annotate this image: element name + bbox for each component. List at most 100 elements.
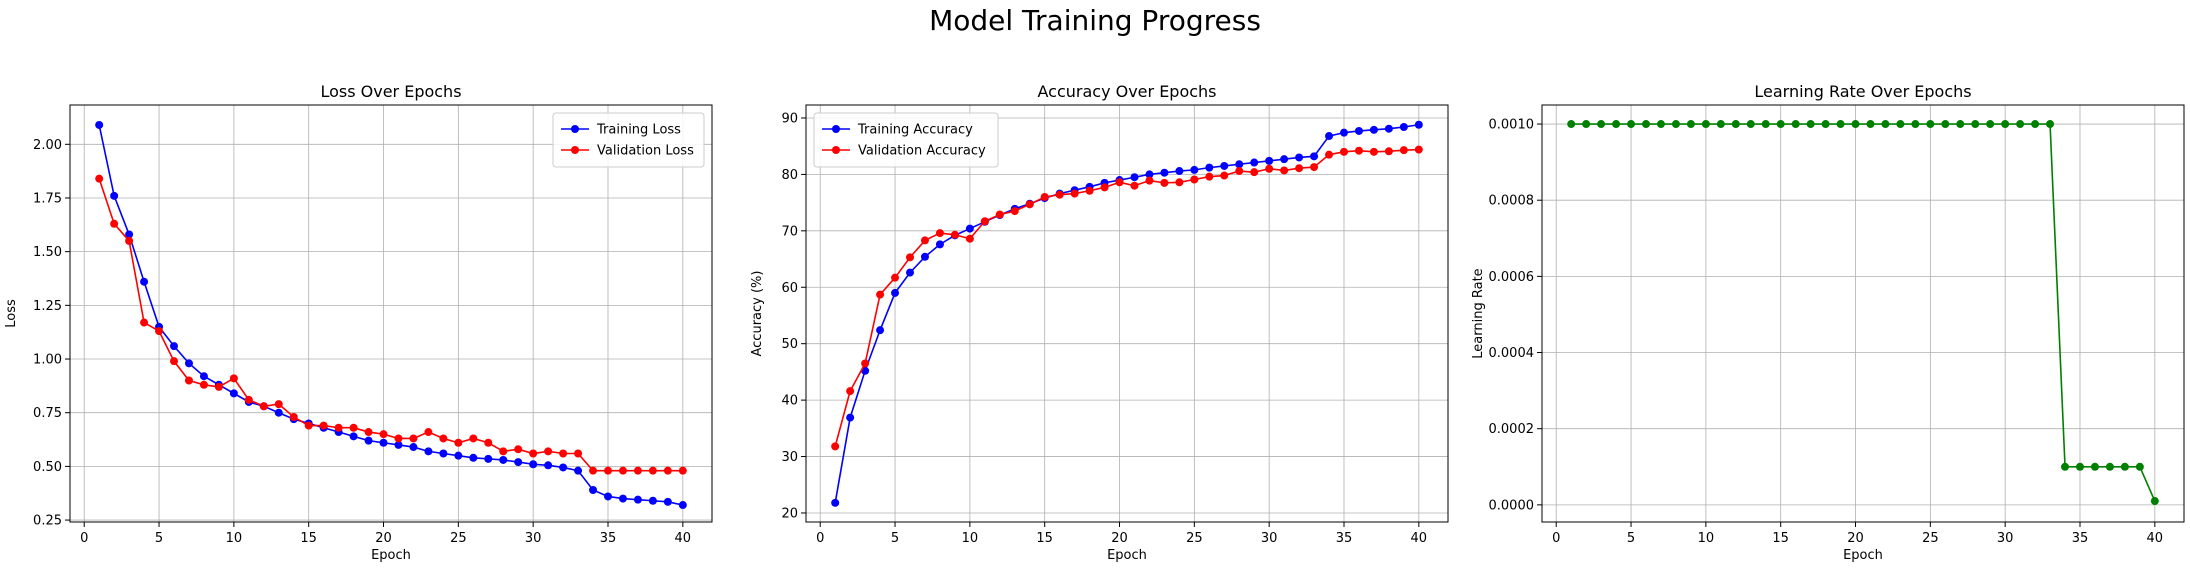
validation-loss-point <box>559 449 568 458</box>
validation-loss-point <box>514 445 523 454</box>
series-point <box>2135 462 2144 471</box>
x-tick-label: 0 <box>816 531 824 546</box>
validation-accuracy-point <box>1190 175 1199 184</box>
training-accuracy-point <box>1190 165 1199 174</box>
x-tick-label: 5 <box>155 531 163 546</box>
y-tick-label: 0.0008 <box>1489 194 1535 209</box>
y-tick-label: 0.75 <box>33 406 62 421</box>
training-accuracy-point <box>1235 160 1244 169</box>
validation-loss-point <box>364 428 373 437</box>
training-accuracy-line <box>834 123 1419 503</box>
validation-accuracy-point <box>846 387 855 396</box>
training-loss-point <box>95 120 104 129</box>
validation-accuracy-point <box>876 290 885 299</box>
validation-loss-point <box>618 466 627 475</box>
validation-loss-point <box>529 449 538 458</box>
legend-label: Validation Loss <box>597 144 694 159</box>
training-accuracy-point <box>1384 124 1393 133</box>
training-loss-point <box>424 447 433 456</box>
y-tick-label: 0.50 <box>33 460 62 475</box>
y-tick-label: 0.0002 <box>1489 422 1535 437</box>
series-point <box>1956 120 1965 129</box>
series-point <box>2105 462 2114 471</box>
training-loss-point <box>184 359 193 368</box>
x-tick-label: 35 <box>600 531 617 546</box>
series-point <box>1896 120 1905 129</box>
training-loss-point <box>379 438 388 447</box>
series-point <box>1776 120 1785 129</box>
validation-loss-line <box>98 178 683 472</box>
series-point <box>2016 120 2025 129</box>
validation-loss-point <box>424 428 433 437</box>
series-point <box>1761 120 1770 129</box>
y-tick-label: 30 <box>781 450 798 465</box>
legend-label: Training Accuracy <box>857 123 973 138</box>
validation-accuracy-point <box>1235 167 1244 176</box>
training-accuracy-point <box>831 498 840 507</box>
x-tick-label: 30 <box>525 531 542 546</box>
x-tick-label: 30 <box>1261 531 1278 546</box>
validation-accuracy-point <box>1010 207 1019 216</box>
validation-loss-point <box>484 438 493 447</box>
x-tick-label: 0 <box>80 531 88 546</box>
validation-loss-series <box>95 174 687 475</box>
validation-loss-point <box>589 466 598 475</box>
validation-accuracy-point <box>1085 186 1094 195</box>
validation-accuracy-series <box>831 145 1423 451</box>
series-point <box>1597 120 1606 129</box>
training-loss-point <box>170 342 179 351</box>
series-point <box>1836 120 1845 129</box>
training-loss-point <box>454 451 463 460</box>
training-accuracy-point <box>1325 132 1334 141</box>
series-point <box>1731 120 1740 129</box>
x-tick-label: 20 <box>1111 531 1128 546</box>
y-tick-label: 1.25 <box>33 299 62 314</box>
x-tick-label: 40 <box>1411 531 1428 546</box>
validation-accuracy-point <box>1369 147 1378 156</box>
validation-accuracy-point <box>1265 164 1274 173</box>
validation-loss-point <box>319 421 328 430</box>
chart1-legend: Training Loss Validation Loss <box>552 112 705 168</box>
training-accuracy-point <box>1354 126 1363 135</box>
validation-accuracy-point <box>1220 171 1229 180</box>
validation-accuracy-point <box>1115 178 1124 187</box>
training-loss-point <box>589 486 598 495</box>
x-tick-label: 10 <box>226 531 243 546</box>
chart3-title: Learning Rate Over Epochs <box>1754 82 1971 101</box>
training-loss-point <box>140 277 149 286</box>
validation-accuracy-point <box>1250 168 1259 177</box>
validation-loss-point <box>603 466 612 475</box>
y-tick-label: 20 <box>781 506 798 521</box>
series-point <box>2090 462 2099 471</box>
series-point <box>2061 462 2070 471</box>
series-point <box>1612 120 1621 129</box>
validation-loss-point <box>349 423 358 432</box>
validation-accuracy-point <box>1295 164 1304 173</box>
training-loss-point <box>514 458 523 467</box>
chart1-title: Loss Over Epochs <box>320 82 461 101</box>
validation-accuracy-point <box>1070 189 1079 198</box>
training-accuracy-point <box>1369 125 1378 134</box>
series-point <box>1821 120 1830 129</box>
chart1-x-axis-label: Epoch <box>371 548 411 563</box>
x-tick-label: 15 <box>1772 531 1789 546</box>
training-loss-point <box>364 436 373 445</box>
validation-loss-point <box>409 434 418 443</box>
chart3-x-axis-label: Epoch <box>1843 548 1883 563</box>
validation-accuracy-point <box>950 230 959 239</box>
validation-loss-point <box>244 395 253 404</box>
training-accuracy-point <box>1414 120 1423 129</box>
validation-loss-point <box>469 434 478 443</box>
validation-accuracy-point <box>1414 145 1423 154</box>
series-point <box>1627 120 1636 129</box>
legend-swatch-marker <box>571 146 579 154</box>
series-point <box>1881 120 1890 129</box>
training-accuracy-point <box>1130 173 1139 182</box>
chart1-axes-frame <box>69 104 713 523</box>
validation-accuracy-point <box>1160 178 1169 187</box>
y-tick-label: 0.0006 <box>1489 270 1535 285</box>
training-loss-point <box>394 440 403 449</box>
validation-loss-point <box>140 318 149 327</box>
training-loss-point <box>574 466 583 475</box>
